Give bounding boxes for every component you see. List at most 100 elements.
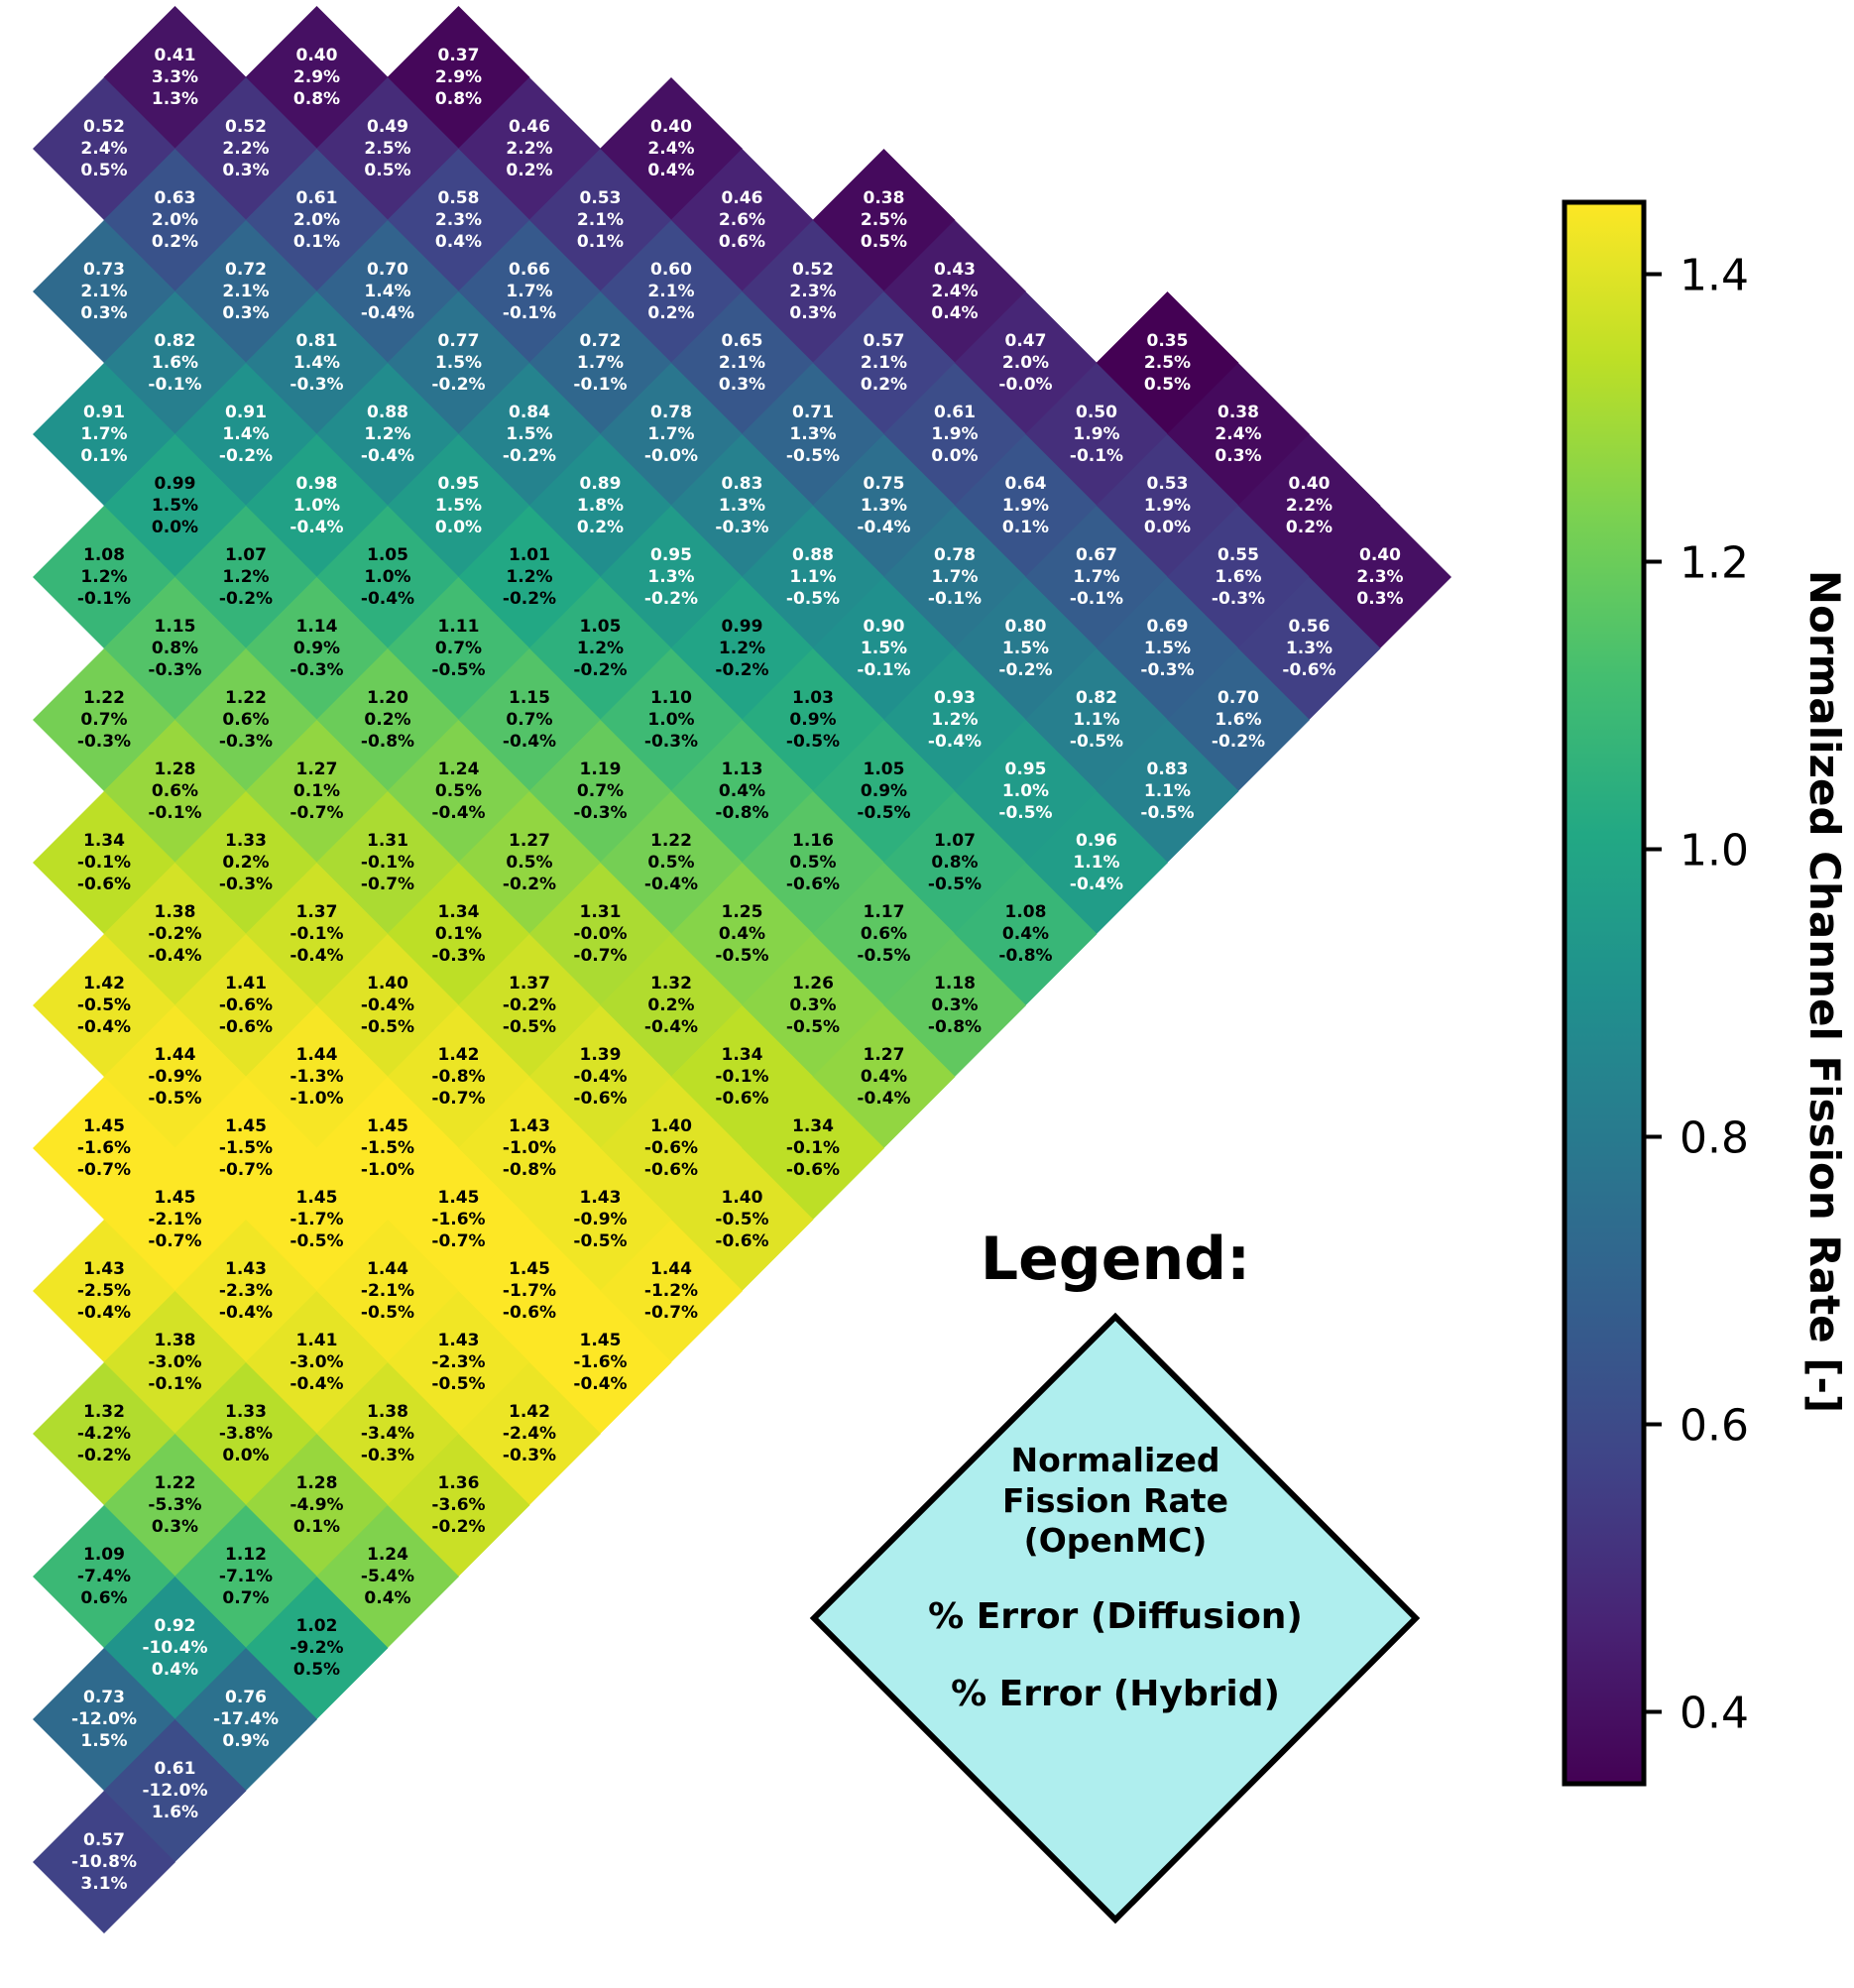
cell-label-rate: 1.45: [580, 1331, 622, 1350]
cell-label-diffusion-error: -2.5%: [77, 1281, 131, 1301]
cell-label-diffusion-error: -7.1%: [219, 1567, 273, 1586]
cell-label-diffusion-error: 0.6%: [152, 781, 198, 801]
cell-label-rate: 0.49: [367, 117, 408, 137]
colorbar-tick-label: 1.0: [1680, 826, 1749, 877]
cell-label-diffusion-error: 1.9%: [1144, 496, 1191, 516]
cell-label-diffusion-error: 0.7%: [506, 710, 552, 730]
cell-label-diffusion-error: 1.5%: [152, 496, 198, 516]
cell-label-rate: 1.15: [155, 617, 196, 637]
cell-label-hybrid-error: -1.0%: [290, 1089, 343, 1109]
cell-label-hybrid-error: -0.6%: [1282, 660, 1335, 680]
cell-label-rate: 1.44: [367, 1259, 408, 1279]
cell-label-rate: 0.61: [934, 403, 976, 422]
cell-label-diffusion-error: 0.9%: [293, 639, 340, 658]
cell-label-hybrid-error: 0.4%: [931, 303, 978, 323]
cell-label-rate: 1.42: [509, 1402, 550, 1422]
cell-label-rate: 1.17: [864, 902, 905, 922]
cell-label-diffusion-error: 2.5%: [1144, 353, 1191, 373]
cell-label-hybrid-error: -0.5%: [786, 446, 840, 466]
cell-label-hybrid-error: -0.2%: [219, 589, 273, 609]
cell-label-diffusion-error: 0.5%: [789, 853, 836, 873]
cell-label-hybrid-error: 0.0%: [435, 518, 482, 537]
cell-label-rate: 1.27: [509, 831, 550, 851]
cell-label-diffusion-error: 0.3%: [789, 995, 836, 1015]
cell-label-rate: 1.05: [580, 617, 622, 637]
cell-label-diffusion-error: 2.1%: [861, 353, 907, 373]
cell-label-rate: 1.43: [225, 1259, 267, 1279]
cell-label-rate: 0.63: [155, 188, 196, 208]
cell-label-diffusion-error: -4.2%: [77, 1424, 131, 1444]
cell-label-rate: 0.41: [155, 46, 196, 65]
cell-label-hybrid-error: 0.5%: [364, 161, 410, 180]
cell-label-hybrid-error: 0.9%: [222, 1731, 269, 1751]
cell-label-rate: 1.27: [864, 1045, 905, 1065]
cell-label-diffusion-error: 2.4%: [931, 282, 978, 301]
colorbar-tick-label: 0.4: [1680, 1689, 1749, 1739]
cell-label-diffusion-error: 0.1%: [435, 924, 482, 944]
cell-label-rate: 0.50: [1076, 403, 1117, 422]
cell-label-diffusion-error: -4.9%: [290, 1495, 343, 1515]
cell-label-rate: 0.83: [722, 474, 763, 494]
cell-label-hybrid-error: -0.2%: [219, 446, 273, 466]
cell-label-rate: 0.38: [1217, 403, 1259, 422]
cell-label-rate: 0.98: [296, 474, 338, 494]
cell-label-hybrid-error: -0.5%: [857, 946, 910, 966]
cell-label-hybrid-error: -0.8%: [503, 1160, 556, 1180]
cell-label-hybrid-error: -0.5%: [786, 1017, 840, 1037]
cell-label-hybrid-error: 0.2%: [152, 232, 198, 252]
cell-label-rate: 0.92: [155, 1616, 196, 1636]
cell-label-diffusion-error: -0.6%: [644, 1138, 698, 1158]
cell-label-rate: 0.40: [650, 117, 692, 137]
cell-label-hybrid-error: -0.5%: [431, 660, 485, 680]
cell-label-diffusion-error: 1.5%: [435, 496, 482, 516]
cell-label-diffusion-error: -1.6%: [573, 1352, 627, 1372]
cell-label-diffusion-error: 1.7%: [577, 353, 624, 373]
cell-label-hybrid-error: 0.3%: [222, 303, 269, 323]
cell-label-diffusion-error: 0.5%: [435, 781, 482, 801]
cell-label-hybrid-error: -0.1%: [857, 660, 910, 680]
cell-label-hybrid-error: -0.4%: [290, 946, 343, 966]
cell-label-rate: 1.38: [155, 902, 196, 922]
cell-label-diffusion-error: 1.3%: [789, 424, 836, 444]
cell-label-rate: 1.43: [438, 1331, 480, 1350]
cell-label-hybrid-error: -0.3%: [573, 803, 627, 823]
cell-label-diffusion-error: -12.0%: [142, 1781, 207, 1801]
colorbar-ticks: 0.4 0.6 0.8 1.0 1.2 1.4: [1644, 251, 1749, 1739]
cell-label-rate: 0.67: [1076, 545, 1117, 565]
cell-label-hybrid-error: -0.7%: [148, 1231, 201, 1251]
cell-label-rate: 1.42: [83, 974, 125, 994]
cell-label-rate: 1.22: [225, 688, 267, 708]
cell-label-rate: 0.75: [864, 474, 905, 494]
cell-label-hybrid-error: -0.1%: [148, 803, 201, 823]
colorbar-tick-label: 1.2: [1680, 538, 1749, 589]
cell-label-diffusion-error: 0.5%: [647, 853, 694, 873]
cell-label-diffusion-error: 2.1%: [80, 282, 127, 301]
cell-label-rate: 0.73: [83, 260, 125, 280]
cell-label-rate: 0.96: [1076, 831, 1117, 851]
cell-label-hybrid-error: -0.2%: [1212, 732, 1265, 752]
cell-label-hybrid-error: -0.2%: [573, 660, 627, 680]
cell-label-diffusion-error: -0.4%: [361, 995, 414, 1015]
cell-label-rate: 0.76: [225, 1688, 267, 1707]
cell-label-hybrid-error: -0.3%: [219, 875, 273, 894]
cell-label-hybrid-error: -0.4%: [77, 1303, 131, 1323]
cell-label-hybrid-error: 0.0%: [1144, 518, 1191, 537]
cell-label-diffusion-error: 0.4%: [1002, 924, 1049, 944]
cell-label-rate: 0.81: [296, 331, 338, 351]
cell-label-hybrid-error: -0.3%: [290, 660, 343, 680]
cell-label-hybrid-error: -0.5%: [715, 946, 768, 966]
cell-label-hybrid-error: -0.6%: [786, 1160, 840, 1180]
cell-label-rate: 0.70: [367, 260, 408, 280]
cell-label-diffusion-error: -0.1%: [290, 924, 343, 944]
cell-0-25: [33, 1791, 175, 1933]
labels-layer: 0.413.3%1.3%0.402.9%0.8%0.372.9%0.8%0.52…: [71, 46, 1404, 1894]
cell-label-rate: 0.70: [1217, 688, 1259, 708]
cell-label-hybrid-error: 0.0%: [931, 446, 978, 466]
cell-label-rate: 0.47: [1005, 331, 1047, 351]
cell-label-rate: 1.34: [83, 831, 125, 851]
cell-label-hybrid-error: -0.1%: [1070, 446, 1123, 466]
cell-label-hybrid-error: -0.5%: [573, 1231, 627, 1251]
cell-label-rate: 0.90: [864, 617, 905, 637]
cell-label-rate: 0.72: [580, 331, 622, 351]
cell-label-rate: 1.16: [792, 831, 834, 851]
